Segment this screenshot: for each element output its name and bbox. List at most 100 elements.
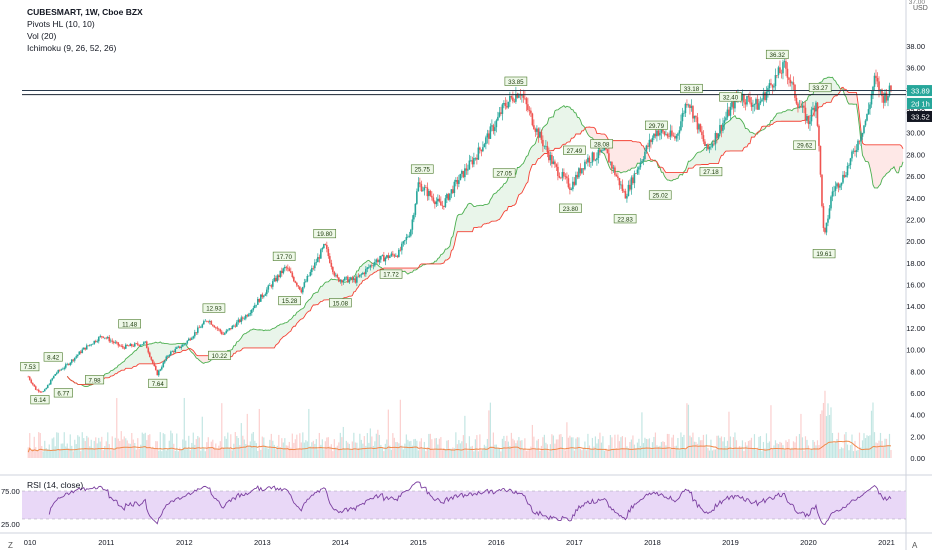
candle-body: [300, 289, 303, 293]
volume-bar: [554, 443, 556, 458]
price-tick-label: 16.00: [906, 281, 925, 290]
volume-bar: [252, 431, 254, 458]
volume-bar: [741, 440, 744, 458]
candle-body: [435, 201, 438, 205]
pivot-label-box: [492, 168, 516, 178]
volume-bar: [404, 443, 406, 458]
volume-bar: [683, 434, 685, 458]
pivot-label: 15.08: [333, 300, 349, 307]
pivot-label-box: [812, 249, 836, 259]
candle-body: [779, 67, 781, 74]
candle-body: [678, 130, 681, 134]
candle-body: [420, 183, 423, 192]
volume-bar: [777, 444, 780, 458]
volume-bar: [87, 437, 89, 458]
volume-bar: [641, 412, 643, 458]
volume-bar: [707, 448, 709, 458]
volume-bar: [795, 436, 798, 458]
candle-body: [873, 75, 876, 87]
candle-body: [207, 321, 210, 323]
volume-bar: [836, 438, 838, 458]
candle-body: [467, 169, 469, 171]
volume-bar: [234, 432, 236, 458]
volume-bar: [452, 447, 454, 458]
auto-scale-button[interactable]: A: [912, 541, 918, 550]
candle-body: [630, 177, 633, 190]
volume-bar: [200, 450, 202, 458]
candle-body: [306, 275, 309, 282]
volume-bar: [155, 441, 157, 458]
volume-bar: [264, 445, 266, 458]
volume-bar: [744, 442, 747, 458]
volume-bar: [752, 448, 754, 458]
volume-bar: [713, 449, 715, 458]
candle-body: [644, 151, 646, 160]
volume-bar: [74, 439, 76, 458]
candle-body: [260, 294, 262, 302]
candle-body: [848, 165, 850, 166]
volume-bar: [71, 445, 73, 458]
volume-bar: [149, 434, 151, 458]
candle-body: [702, 135, 705, 142]
candle-body: [660, 129, 663, 133]
volume-bar: [147, 435, 149, 458]
candle-body: [429, 190, 432, 196]
candle-body: [345, 276, 348, 278]
candle-body: [132, 346, 135, 347]
candle-body: [828, 208, 831, 219]
volume-bar: [380, 444, 382, 458]
candle-body: [402, 241, 405, 244]
candle-body: [536, 128, 538, 132]
volume-bar: [152, 446, 154, 458]
volume-bar: [189, 450, 191, 458]
volume-bar: [731, 449, 733, 458]
candle-body: [555, 164, 558, 167]
candle-body: [443, 205, 445, 207]
candle-body: [205, 320, 208, 322]
candle-body: [72, 359, 75, 361]
zoom-icon[interactable]: Z: [8, 541, 13, 550]
candle-body: [765, 91, 768, 101]
candle-body: [488, 133, 490, 139]
pivot-label-box: [85, 375, 105, 385]
volume-bar: [302, 432, 304, 458]
volume-bar: [875, 442, 877, 458]
volume-bar: [440, 437, 442, 458]
volume-bar: [372, 445, 374, 458]
volume-bar: [168, 440, 170, 458]
volume-bar: [821, 410, 823, 458]
volume-bar: [699, 440, 702, 458]
volume-bar: [792, 441, 795, 458]
candle-body: [500, 112, 502, 114]
volume-bar: [866, 435, 868, 458]
candle-body: [243, 318, 246, 320]
candle-body: [470, 160, 472, 161]
candle-body: [302, 287, 304, 293]
candle-body: [659, 132, 661, 136]
volume-bar: [509, 446, 511, 458]
candle-body: [608, 153, 610, 163]
candle-body: [858, 140, 861, 142]
candle-body: [669, 130, 672, 137]
candle-body: [843, 174, 846, 177]
candle-body: [761, 99, 763, 102]
volume-bar: [422, 448, 424, 458]
candle-body: [816, 102, 819, 126]
candle-body: [591, 152, 594, 163]
candle-body: [97, 337, 100, 342]
candle-body: [732, 101, 735, 109]
volume-bar: [390, 449, 392, 458]
volume-bar: [564, 450, 566, 458]
candle-body: [363, 272, 366, 275]
pivot-label: 6.77: [57, 390, 70, 397]
candle-body: [605, 147, 607, 150]
volume-bar: [510, 432, 512, 458]
volume-bar: [41, 446, 43, 458]
volume-bar: [573, 450, 576, 458]
candle-body: [350, 277, 352, 280]
candle-body: [564, 176, 567, 177]
candle-body: [788, 77, 790, 80]
candle-body: [503, 103, 505, 105]
candle-body: [654, 133, 657, 137]
